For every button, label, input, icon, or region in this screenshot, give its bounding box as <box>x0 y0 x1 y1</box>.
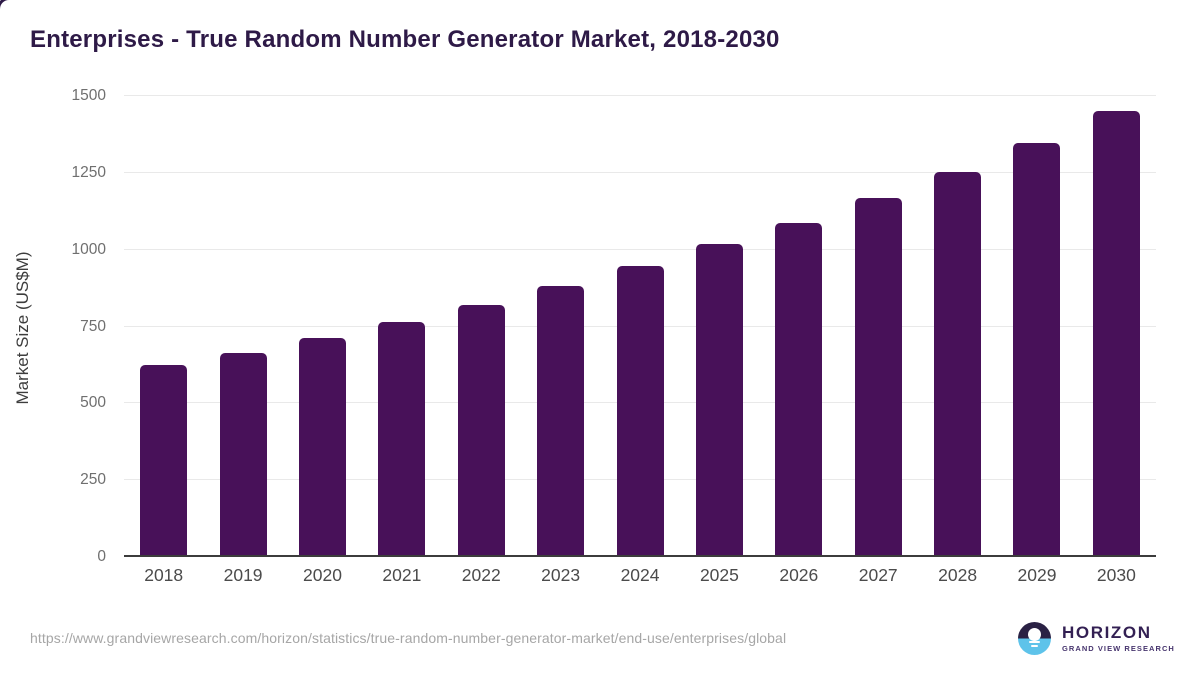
bar-2024[interactable] <box>616 265 664 557</box>
x-tick-label-2021: 2021 <box>382 565 422 585</box>
chart-title: Enterprises - True Random Number Generat… <box>30 26 780 53</box>
horizon-logo: HORIZON GRAND VIEW RESEARCH <box>1018 622 1175 655</box>
x-tick-label-2026: 2026 <box>779 565 819 585</box>
x-axis-labels: 2018 2019 2020 2021 2022 2023 2024 2025 2026 2027… <box>124 565 1156 586</box>
plot-area <box>124 95 1156 557</box>
reflection-line <box>1031 644 1038 647</box>
horizon-sun-icon <box>1018 622 1051 655</box>
bar-cell <box>283 96 362 557</box>
bar-cell <box>362 96 441 557</box>
bar-cell <box>997 96 1076 557</box>
reflection-line <box>1029 640 1040 643</box>
bar-2023[interactable] <box>537 286 585 557</box>
x-tick-label-2023: 2023 <box>541 565 581 585</box>
rounded-frame-corner <box>0 0 11 11</box>
bar-2026[interactable] <box>775 222 823 557</box>
y-tick-label: 500 <box>80 394 106 412</box>
logo-text: HORIZON GRAND VIEW RESEARCH <box>1062 623 1175 653</box>
bar-2030[interactable] <box>1092 111 1140 557</box>
bar-2022[interactable] <box>457 305 505 557</box>
x-tick-label-2030: 2030 <box>1096 565 1136 585</box>
bar-2027[interactable] <box>854 198 902 557</box>
y-axis-tick-labels: 0 250 500 750 1000 1250 1500 <box>0 87 110 565</box>
logo-title: HORIZON <box>1062 623 1152 643</box>
gridline <box>124 171 1156 173</box>
bar-cell <box>918 96 997 557</box>
bar-2019[interactable] <box>219 352 267 557</box>
bar-cell <box>600 96 679 557</box>
y-tick-label: 0 <box>97 548 106 565</box>
gridline <box>124 95 1156 96</box>
bar-2028[interactable] <box>934 171 982 557</box>
x-axis-line <box>124 555 1156 557</box>
x-tick-label-2028: 2028 <box>938 565 978 585</box>
x-tick-label-2029: 2029 <box>1017 565 1057 585</box>
x-tick-label-2024: 2024 <box>620 565 660 585</box>
bar-cell <box>759 96 838 557</box>
y-tick-label: 1500 <box>71 87 106 104</box>
footer: https://www.grandviewresearch.com/horizo… <box>0 608 1200 675</box>
bar-cell <box>203 96 282 557</box>
logo-subtitle: GRAND VIEW RESEARCH <box>1062 643 1175 653</box>
bar-cell <box>1077 96 1156 557</box>
bar-2025[interactable] <box>695 244 743 557</box>
bar-cell <box>839 96 918 557</box>
x-tick-label-2018: 2018 <box>144 565 184 585</box>
bar-2018[interactable] <box>140 365 188 557</box>
x-tick-label-2027: 2027 <box>858 565 898 585</box>
bar-cell <box>124 96 203 557</box>
x-tick-label-2019: 2019 <box>223 565 263 585</box>
bar-2020[interactable] <box>298 337 346 557</box>
bar-series <box>124 96 1156 557</box>
gridline <box>124 248 1156 250</box>
bar-cell <box>442 96 521 557</box>
bar-cell <box>521 96 600 557</box>
sun-circle <box>1028 628 1041 641</box>
bar-cell <box>680 96 759 557</box>
bar-2021[interactable] <box>378 322 426 557</box>
bar-2029[interactable] <box>1013 142 1061 557</box>
x-tick-label-2022: 2022 <box>461 565 501 585</box>
x-tick-label-2020: 2020 <box>303 565 342 585</box>
y-tick-label: 250 <box>80 471 106 489</box>
source-url: https://www.grandviewresearch.com/horizo… <box>30 630 787 646</box>
y-tick-label: 750 <box>80 317 106 335</box>
y-tick-label: 1000 <box>71 240 106 258</box>
x-tick-label-2025: 2025 <box>699 565 739 585</box>
y-tick-label: 1250 <box>71 163 106 181</box>
